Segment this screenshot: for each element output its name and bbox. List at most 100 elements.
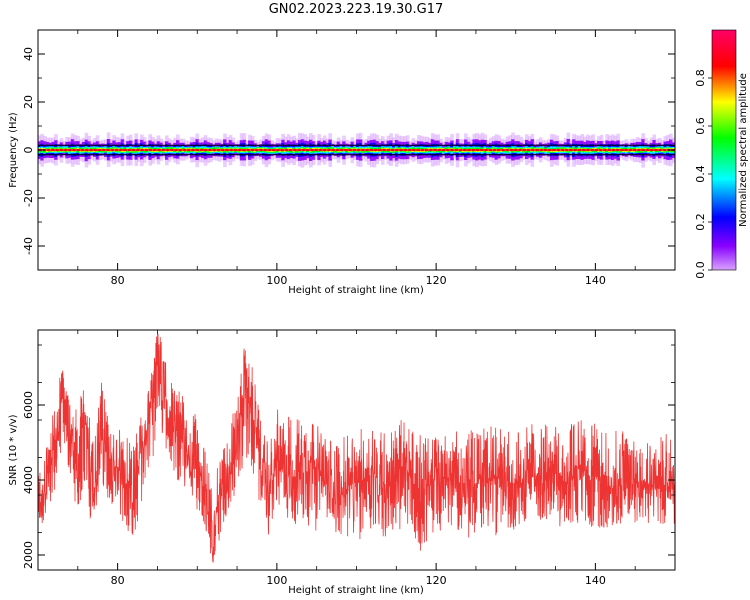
heatmap-ridge-peak bbox=[441, 148, 446, 152]
heatmap-ridge-peak bbox=[475, 148, 480, 152]
heatmap-ridge-peak bbox=[373, 148, 378, 152]
heatmap-ridge-peak bbox=[551, 148, 557, 152]
heatmap-ridge-peak bbox=[114, 148, 119, 152]
heatmap-ridge-peak bbox=[203, 148, 208, 152]
heatmap-ridge-peak bbox=[539, 148, 544, 152]
heatmap-ridge-peak bbox=[347, 148, 353, 152]
heatmap-ridge-peak bbox=[190, 148, 196, 152]
heatmap-ridge-peak bbox=[254, 148, 259, 152]
heatmap-ridge-peak bbox=[556, 148, 561, 152]
spectrogram-panel: 80 100 120 140 -40 -20 0 20 40 Height of straigh… bbox=[8, 29, 676, 296]
heatmap-ridge-peak bbox=[564, 148, 569, 152]
heatmap-ridge-peak bbox=[577, 148, 582, 152]
snr-panel: 80 100 120 140 2000 4000 6000 Height of straig… bbox=[8, 329, 676, 596]
heatmap-ridge-peak bbox=[381, 148, 387, 152]
heatmap-cell bbox=[605, 148, 609, 151]
heatmap-ridge-peak bbox=[101, 148, 107, 152]
heatmap-ridge-peak bbox=[369, 148, 374, 152]
heatmap-ridge-peak bbox=[585, 148, 591, 152]
heatmap-ridge-peak bbox=[500, 148, 506, 152]
heatmap-ridge-peak bbox=[360, 148, 366, 152]
heatmap-ridge-peak bbox=[479, 148, 484, 152]
heatmap-ridge-peak bbox=[326, 148, 332, 152]
heatmap-ridge-peak bbox=[505, 148, 510, 152]
heatmap-ridge-peak bbox=[131, 148, 136, 152]
heatmap-ridge-peak bbox=[54, 148, 60, 152]
snr-y-axis-label: SNR (10 * v/v) bbox=[8, 414, 19, 485]
snr-x-axis-label: Height of straight line (km) bbox=[288, 585, 424, 596]
snr-x-tick-label: 80 bbox=[111, 574, 125, 587]
heatmap-ridge-peak bbox=[602, 148, 608, 152]
heatmap-ridge-peak bbox=[322, 148, 327, 152]
heatmap-ridge-peak bbox=[377, 148, 383, 152]
heatmap-ridge-peak bbox=[301, 148, 306, 152]
colorbar: 0.0 0.2 0.4 0.6 0.8 Normalized spectral ampl… bbox=[694, 29, 749, 279]
heatmap-ridge-peak bbox=[182, 148, 187, 152]
heatmap-ridge-peak bbox=[458, 148, 463, 152]
colorbar-tick-label: 0.0 bbox=[694, 261, 707, 279]
heatmap-ridge-peak bbox=[364, 148, 370, 152]
heatmap-ridge-peak bbox=[394, 148, 400, 152]
spectrogram-y-tick-label: 20 bbox=[22, 95, 35, 109]
colorbar-frame bbox=[711, 29, 737, 271]
heatmap-ridge-peak bbox=[437, 148, 442, 152]
spectrogram-x-tick-label: 140 bbox=[585, 274, 606, 287]
heatmap-ridge-peak bbox=[496, 148, 501, 152]
heatmap-ridge-peak bbox=[632, 148, 637, 152]
heatmap-ridge-peak bbox=[657, 148, 663, 152]
heatmap-ridge-peak bbox=[330, 148, 336, 152]
heatmap-ridge-peak bbox=[313, 148, 319, 152]
heatmap-ridge-peak bbox=[581, 148, 586, 152]
heatmap-ridge-peak bbox=[267, 148, 272, 152]
heatmap-ridge-peak bbox=[547, 148, 552, 152]
heatmap-ridge-peak bbox=[84, 148, 90, 152]
heatmap-ridge-peak bbox=[207, 148, 213, 152]
heatmap-ridge-peak bbox=[46, 148, 51, 152]
heatmap-ridge-peak bbox=[139, 148, 145, 152]
snr-x-tick-label: 120 bbox=[426, 574, 447, 587]
heatmap-ridge-peak bbox=[195, 148, 200, 152]
spectrogram-y-tick-label: 40 bbox=[22, 47, 35, 61]
heatmap-ridge-peak bbox=[513, 148, 518, 152]
heatmap-ridge-peak bbox=[432, 148, 438, 152]
heatmap-ridge-peak bbox=[148, 148, 153, 152]
heatmap-ridge-peak bbox=[173, 148, 179, 152]
reference-lines bbox=[38, 144, 675, 156]
heatmap-ridge-peak bbox=[292, 148, 298, 152]
heatmap-ridge-peak bbox=[568, 148, 574, 152]
heatmap-ridge-peak bbox=[309, 148, 315, 152]
heatmap-ridge-peak bbox=[88, 148, 94, 152]
heatmap-ridge-peak bbox=[407, 148, 412, 152]
heatmap-cell bbox=[295, 148, 299, 151]
snr-x-tick-label: 100 bbox=[266, 574, 287, 587]
heatmap-ridge-peak bbox=[339, 148, 344, 152]
spectrogram-x-tick-label: 120 bbox=[426, 274, 447, 287]
heatmap-ridge-peak bbox=[224, 148, 230, 152]
heatmap-ridge-peak bbox=[122, 148, 128, 152]
heatmap-ridge-peak bbox=[649, 148, 654, 152]
heatmap-ridge-peak bbox=[589, 148, 595, 152]
heatmap-cell bbox=[286, 148, 291, 151]
heatmap-ridge-peak bbox=[483, 148, 489, 152]
heatmap-ridge-peak bbox=[110, 148, 115, 152]
heatmap-ridge-peak bbox=[233, 148, 238, 152]
heatmap-ridge-peak bbox=[509, 148, 514, 152]
heatmap-ridge-peak bbox=[71, 148, 77, 152]
heatmap-ridge-peak bbox=[76, 148, 81, 152]
heatmap-ridge-peak bbox=[653, 148, 659, 152]
heatmap-ridge-peak bbox=[615, 148, 620, 152]
heatmap-ridge-peak bbox=[284, 148, 289, 152]
colorbar-strip bbox=[712, 30, 736, 270]
snr-series-layer bbox=[38, 333, 675, 563]
heatmap-ridge-peak bbox=[59, 148, 64, 152]
spectrogram-ticks: 80 100 120 140 -40 -20 0 20 40 bbox=[22, 29, 676, 287]
heatmap-ridge-peak bbox=[449, 148, 455, 152]
snr-y-tick-label: 6000 bbox=[22, 391, 35, 419]
colorbar-tick-label: 0.8 bbox=[694, 69, 707, 87]
heatmap-ridge-peak bbox=[275, 148, 281, 152]
heatmap-ridge-peak bbox=[640, 148, 646, 152]
heatmap-ridge-peak bbox=[318, 148, 323, 152]
heatmap-ridge-peak bbox=[135, 148, 140, 152]
heatmap-ridge-peak bbox=[144, 148, 149, 152]
heatmap-ridge-peak bbox=[161, 148, 166, 152]
